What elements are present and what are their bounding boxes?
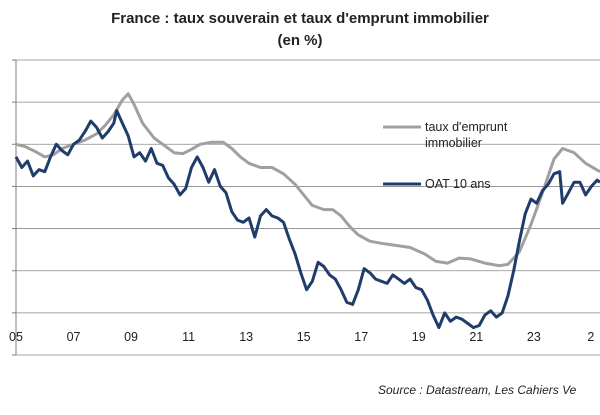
source-note: Source : Datastream, Les Cahiers Ve [378,383,577,397]
x-tick-label: 11 [182,330,195,344]
series-line-mortgage-rate [15,92,600,268]
legend-label-oat: OAT 10 ans [425,177,491,191]
x-tick-label: 05 [9,330,23,344]
gridlines [12,59,600,356]
x-tick-label: 19 [412,330,426,344]
x-tick-label: 07 [67,330,81,344]
legend-label-mortgage-line1: taux d'emprunt [425,120,508,134]
x-tick-label: 09 [124,330,138,344]
series-lines [14,92,600,330]
x-tick-labels: 05 07 09 11 13 15 17 19 21 23 2 [9,330,594,344]
chart-subtitle: (en %) [277,32,323,49]
x-tick-label: 21 [469,330,483,344]
legend-label-mortgage-line2: immobilier [425,136,482,150]
x-tick-label: 17 [354,330,368,344]
chart-title: France : taux souverain et taux d'emprun… [111,10,489,27]
series-line-oat-10y [14,109,600,330]
x-tick-label: 13 [239,330,253,344]
x-tick-label: 2 [587,330,594,344]
x-tick-label: 15 [297,330,311,344]
x-tick-label: 23 [527,330,541,344]
legend: taux d'emprunt immobilier OAT 10 ans [383,120,508,191]
